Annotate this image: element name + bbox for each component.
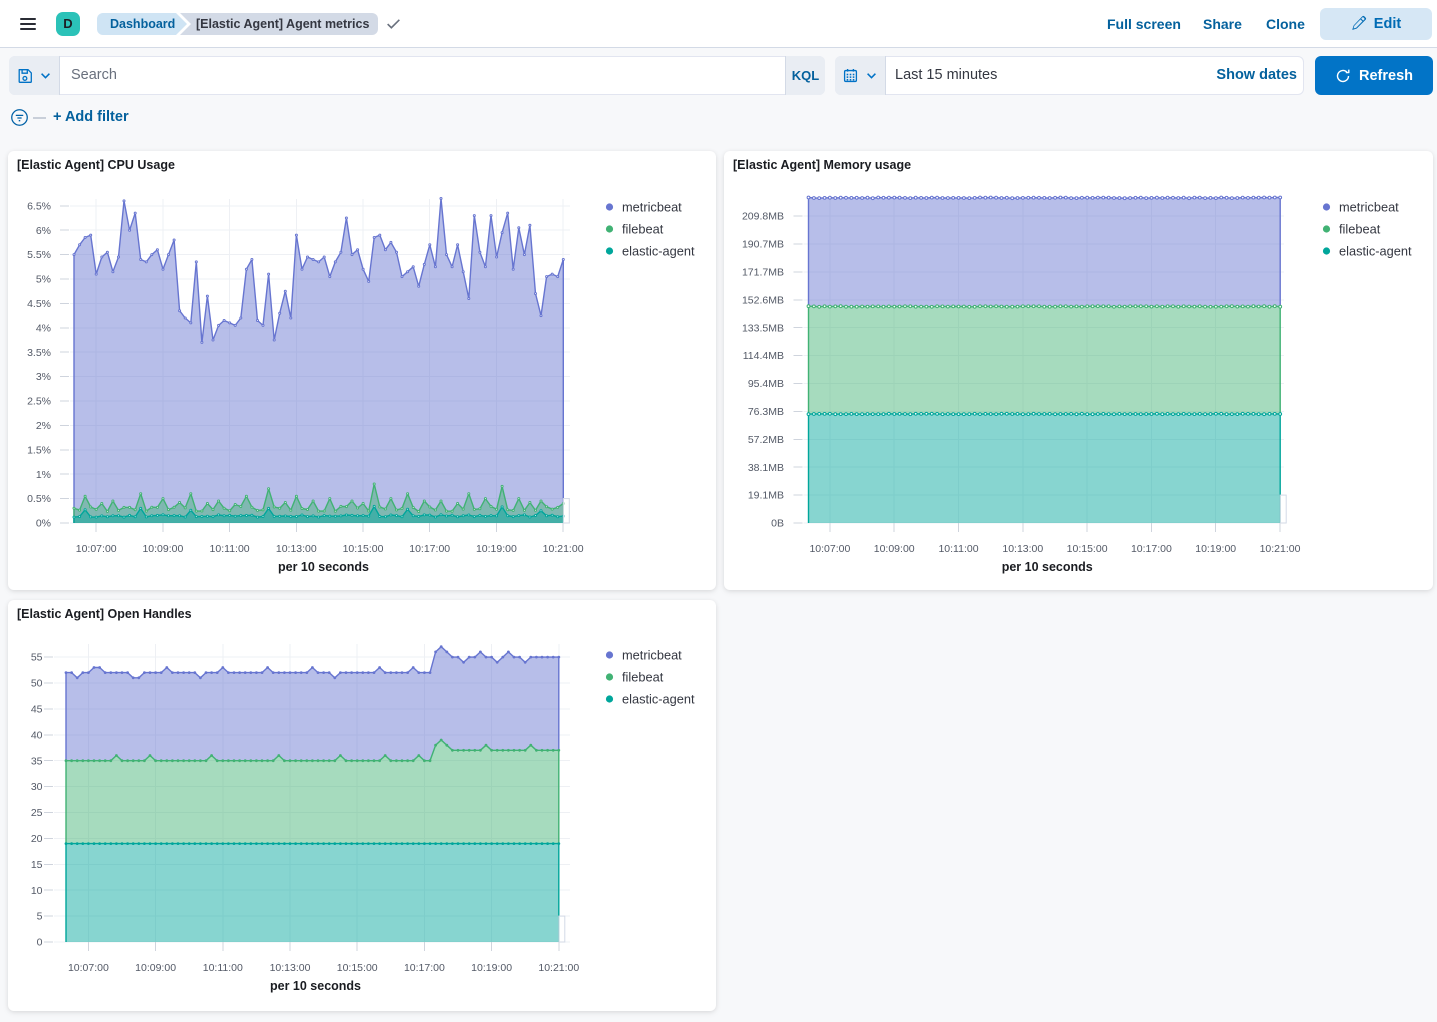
svg-text:0B: 0B <box>771 518 784 530</box>
svg-text:5.5%: 5.5% <box>27 249 51 261</box>
svg-text:30: 30 <box>31 781 43 793</box>
svg-text:10:11:00: 10:11:00 <box>203 962 243 974</box>
svg-text:25: 25 <box>31 807 43 819</box>
svg-text:10:19:00: 10:19:00 <box>1195 543 1236 555</box>
svg-text:10:13:00: 10:13:00 <box>270 962 311 974</box>
svg-text:3.5%: 3.5% <box>27 347 51 359</box>
svg-text:10:09:00: 10:09:00 <box>874 543 915 555</box>
svg-text:38.1MB: 38.1MB <box>748 462 784 474</box>
svg-text:3%: 3% <box>36 371 51 383</box>
svg-text:elastic-agent: elastic-agent <box>622 243 695 258</box>
svg-text:45: 45 <box>31 704 43 716</box>
svg-text:55: 55 <box>31 652 43 664</box>
svg-text:10:11:00: 10:11:00 <box>210 543 250 555</box>
svg-text:10:11:00: 10:11:00 <box>938 543 978 555</box>
svg-text:4.5%: 4.5% <box>27 298 51 310</box>
svg-text:10:17:00: 10:17:00 <box>409 543 450 555</box>
svg-text:metricbeat: metricbeat <box>622 647 682 662</box>
svg-text:10:13:00: 10:13:00 <box>1002 543 1043 555</box>
svg-text:10: 10 <box>31 885 43 897</box>
svg-text:2%: 2% <box>36 420 51 432</box>
svg-text:0.5%: 0.5% <box>27 493 51 505</box>
svg-text:209.8MB: 209.8MB <box>742 211 784 223</box>
svg-text:0: 0 <box>37 937 43 949</box>
svg-text:elastic-agent: elastic-agent <box>1339 243 1412 258</box>
svg-text:10:15:00: 10:15:00 <box>343 543 384 555</box>
svg-text:per 10 seconds: per 10 seconds <box>278 560 369 574</box>
svg-text:6.5%: 6.5% <box>27 200 51 212</box>
svg-text:95.4MB: 95.4MB <box>748 378 784 390</box>
svg-text:10:21:00: 10:21:00 <box>543 543 584 555</box>
svg-text:4%: 4% <box>36 322 51 334</box>
svg-text:10:17:00: 10:17:00 <box>1131 543 1172 555</box>
svg-text:190.7MB: 190.7MB <box>742 239 784 251</box>
svg-text:6%: 6% <box>36 225 51 237</box>
svg-text:5: 5 <box>37 911 43 923</box>
svg-text:per 10 seconds: per 10 seconds <box>1002 560 1093 574</box>
svg-text:metricbeat: metricbeat <box>622 199 682 214</box>
svg-text:filebeat: filebeat <box>622 221 664 236</box>
svg-text:0%: 0% <box>36 518 51 530</box>
svg-text:10:07:00: 10:07:00 <box>76 543 117 555</box>
svg-text:10:15:00: 10:15:00 <box>1067 543 1108 555</box>
svg-text:133.5MB: 133.5MB <box>742 322 784 334</box>
svg-text:15: 15 <box>31 859 43 871</box>
svg-text:40: 40 <box>31 729 43 741</box>
svg-text:50: 50 <box>31 678 43 690</box>
svg-text:10:13:00: 10:13:00 <box>276 543 317 555</box>
svg-text:19.1MB: 19.1MB <box>748 490 784 502</box>
svg-text:filebeat: filebeat <box>1339 221 1381 236</box>
svg-text:metricbeat: metricbeat <box>1339 199 1399 214</box>
svg-text:filebeat: filebeat <box>622 669 664 684</box>
svg-text:10:07:00: 10:07:00 <box>809 543 850 555</box>
svg-text:per 10 seconds: per 10 seconds <box>270 979 361 993</box>
svg-text:10:09:00: 10:09:00 <box>142 543 183 555</box>
svg-text:152.6MB: 152.6MB <box>742 294 784 306</box>
svg-text:20: 20 <box>31 833 43 845</box>
svg-text:1.5%: 1.5% <box>27 444 51 456</box>
svg-text:35: 35 <box>31 755 43 767</box>
svg-text:10:17:00: 10:17:00 <box>404 962 445 974</box>
svg-text:10:19:00: 10:19:00 <box>476 543 517 555</box>
svg-text:10:21:00: 10:21:00 <box>538 962 579 974</box>
svg-text:2.5%: 2.5% <box>27 396 51 408</box>
svg-text:1%: 1% <box>36 469 51 481</box>
svg-text:171.7MB: 171.7MB <box>742 267 784 279</box>
svg-text:elastic-agent: elastic-agent <box>622 691 695 706</box>
svg-text:10:19:00: 10:19:00 <box>471 962 512 974</box>
svg-text:10:21:00: 10:21:00 <box>1260 543 1301 555</box>
svg-text:76.3MB: 76.3MB <box>748 406 784 418</box>
svg-text:10:09:00: 10:09:00 <box>135 962 176 974</box>
svg-text:5%: 5% <box>36 274 51 286</box>
svg-text:10:07:00: 10:07:00 <box>68 962 109 974</box>
svg-text:10:15:00: 10:15:00 <box>337 962 378 974</box>
svg-text:114.4MB: 114.4MB <box>743 350 784 362</box>
svg-text:57.2MB: 57.2MB <box>748 434 784 446</box>
